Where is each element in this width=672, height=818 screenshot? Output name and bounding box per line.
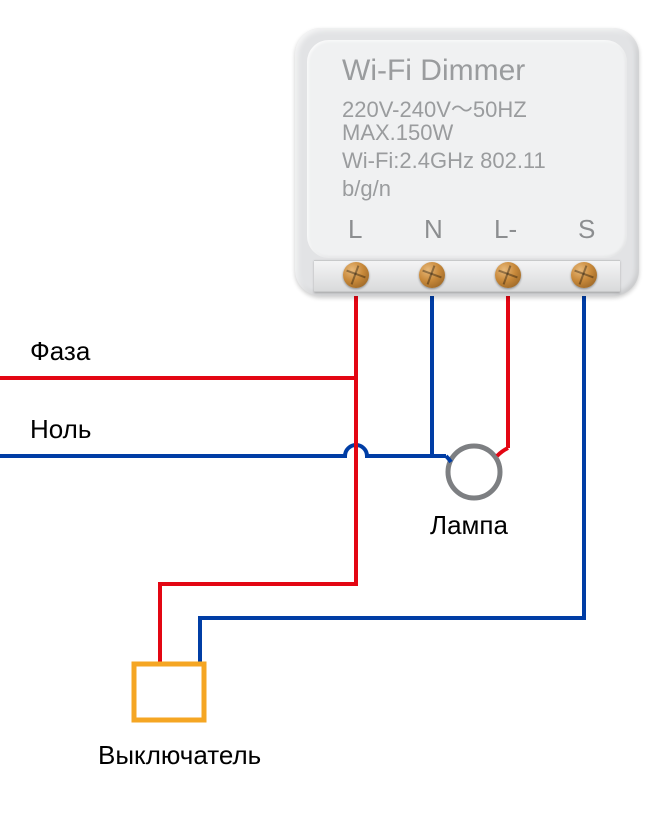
device-spec-wifi2: b/g/n: [342, 176, 391, 202]
terminal-label-S: S: [578, 214, 595, 245]
label-phase: Фаза: [30, 336, 90, 367]
terminal-label-L: L: [348, 214, 362, 245]
terminal-label-N: N: [424, 214, 443, 245]
wire-lamp-hot-arc: [497, 448, 508, 456]
wire-switch-signal: [200, 290, 584, 664]
label-switch: Выключатель: [98, 740, 261, 771]
terminal-screw-N: [419, 262, 445, 288]
label-lamp: Лампа: [430, 510, 508, 541]
terminal-screw-L: [343, 262, 369, 288]
device-spec-wifi: Wi-Fi:2.4GHz 802.11: [342, 148, 546, 174]
wire-switch-phase: [160, 378, 356, 664]
terminal-screw-S: [571, 262, 597, 288]
switch-symbol: [134, 664, 204, 720]
label-neutral: Ноль: [30, 414, 91, 445]
lamp-symbol: [448, 446, 500, 498]
terminal-screw-Lminus: [495, 262, 521, 288]
device-spec-power: MAX.150W: [342, 120, 453, 146]
terminal-label-Lminus: L-: [494, 214, 517, 245]
device-title: Wi-Fi Dimmer: [342, 54, 525, 88]
